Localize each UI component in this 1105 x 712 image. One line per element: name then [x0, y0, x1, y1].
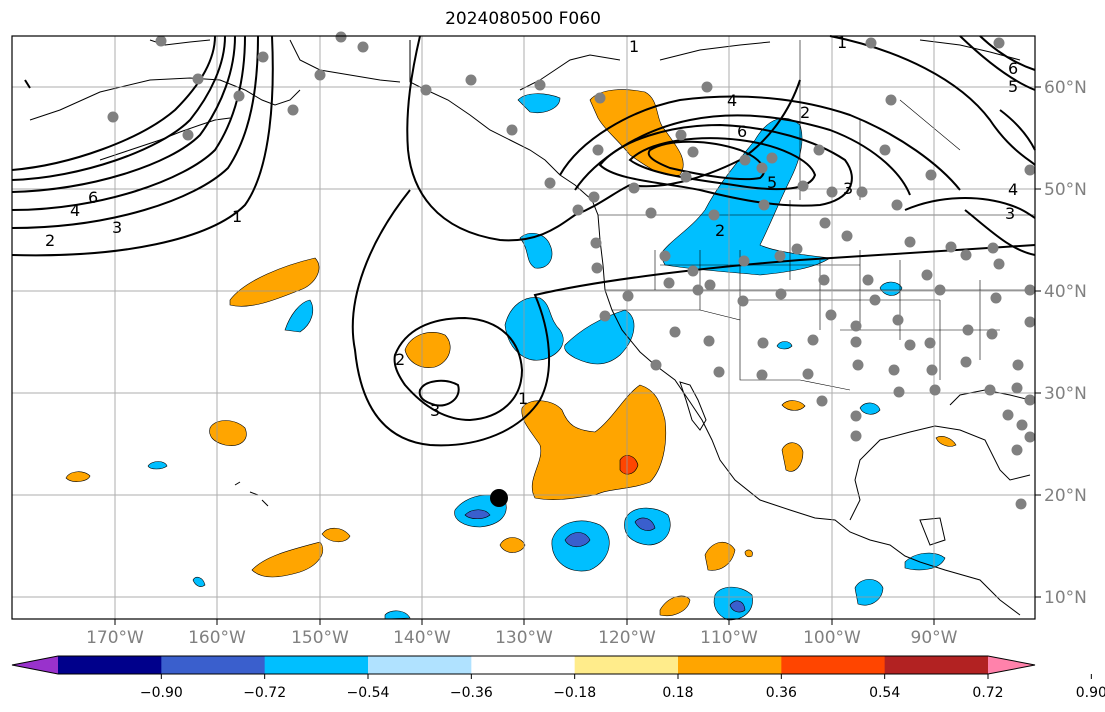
contour-label: 4	[727, 91, 737, 110]
graticule	[12, 36, 1035, 619]
colorbar: −0.90 −0.72 −0.54 −0.36 −0.18 0.18 0.36 0.54 0.7…	[11, 655, 1105, 701]
contour-label: 5	[1008, 77, 1018, 96]
colorbar-tick-label: 0.36	[766, 685, 797, 701]
contour-label: 4	[1008, 180, 1018, 199]
contour-label: 5	[767, 173, 777, 192]
lon-tick-label: 120°W	[598, 628, 656, 648]
contour-label: 3	[430, 401, 440, 420]
colorbar-extend-low	[12, 656, 58, 674]
contour-label: 6	[737, 122, 747, 141]
lon-tick-label: 160°W	[188, 628, 246, 648]
colorbar-bin	[58, 656, 162, 674]
colorbar-tick-label: 0.72	[972, 685, 1003, 701]
contour-label: 3	[843, 179, 853, 198]
colorbar-outline	[11, 655, 1036, 675]
colorbar-bin	[471, 656, 576, 674]
colorbar-extend-high	[988, 656, 1035, 674]
colorbar-tick-label: 0.18	[662, 685, 693, 701]
lon-tick-label: 130°W	[495, 628, 553, 648]
colorbar-bin	[884, 656, 989, 674]
contour-label: 2	[45, 231, 55, 250]
contour-label: 3	[1005, 204, 1015, 223]
state-borders	[598, 40, 1035, 391]
contours	[11, 35, 1036, 447]
colorbar-bin	[264, 656, 369, 674]
colorbar-bin	[161, 656, 266, 674]
colorbar-bin	[368, 656, 472, 674]
lat-tick-label: 30°N	[1044, 384, 1087, 404]
contour-label: 1	[837, 33, 847, 52]
contour-label: 3	[112, 218, 122, 237]
lon-tick-label: 100°W	[803, 628, 861, 648]
station-markers	[107, 31, 1036, 510]
lon-tick-label: 110°W	[700, 628, 758, 648]
colorbar-bin	[574, 656, 679, 674]
colorbar-tick-label: 0.90	[1076, 685, 1105, 701]
contour-label: 6	[1008, 59, 1018, 78]
lat-tick-label: 60°N	[1044, 78, 1087, 98]
colorbar-bin	[678, 656, 782, 674]
lat-tick-label: 50°N	[1044, 180, 1087, 200]
lon-tick-label: 140°W	[393, 628, 451, 648]
colorbar-labels: −0.90 −0.72 −0.54 −0.36 −0.18 0.18 0.36 0.54 0.7…	[140, 674, 1105, 701]
colorbar-bin	[781, 656, 886, 674]
contour-labels: 1 1 1 1 2 2 2 2 3 3 3 3 4 4 4 5 5 6 6 6	[45, 33, 1018, 420]
shaded-field	[65, 89, 957, 621]
contour-label: 4	[70, 201, 80, 220]
contour-label: 2	[395, 350, 405, 369]
colorbar-tick-label: −0.72	[243, 685, 286, 701]
lon-tick-label: 150°W	[291, 628, 349, 648]
lon-tick-label: 90°W	[911, 628, 958, 648]
colorbar-bins	[58, 656, 989, 674]
lat-tick-label: 10°N	[1044, 588, 1087, 608]
contour-label: 2	[715, 221, 725, 240]
lon-tick-label: 170°W	[86, 628, 144, 648]
contour-label: 6	[88, 188, 98, 207]
contour-label: 1	[518, 389, 528, 408]
colorbar-tick-label: −0.36	[450, 685, 493, 701]
tick-marks	[114, 86, 1041, 625]
colorbar-tick-label: −0.90	[140, 685, 183, 701]
contour-label: 2	[800, 103, 810, 122]
lat-tick-label: 20°N	[1044, 486, 1087, 506]
contour-label: 1	[232, 207, 242, 226]
contour-label: 1	[629, 37, 639, 56]
lat-tick-label: 40°N	[1044, 282, 1087, 302]
storm-position-marker	[490, 489, 508, 507]
colorbar-tick-label: −0.54	[347, 685, 390, 701]
colorbar-tick-label: −0.18	[553, 685, 596, 701]
colorbar-tick-label: 0.54	[869, 685, 900, 701]
latitude-labels: 60°N 50°N 40°N 30°N 20°N 10°N	[1044, 78, 1087, 608]
longitude-labels: 170°W 160°W 150°W 140°W 130°W 120°W 110°…	[86, 628, 958, 648]
map-title: 2024080500 F060	[445, 9, 601, 29]
